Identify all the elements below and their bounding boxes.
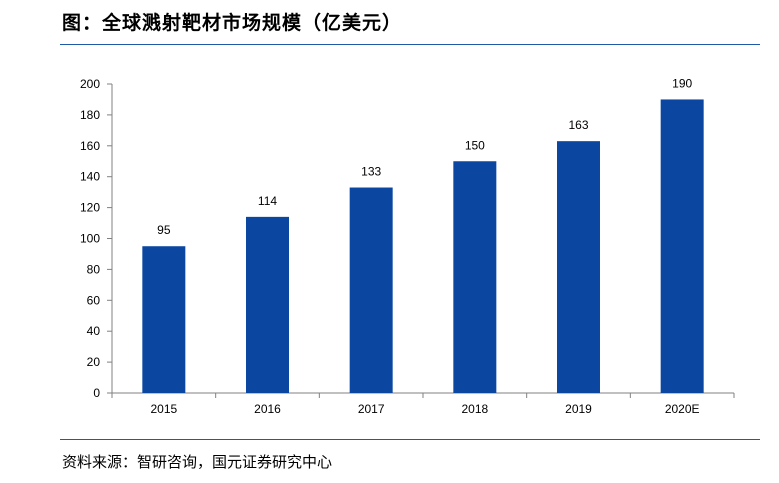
figure-title: 图：全球溅射靶材市场规模（亿美元） bbox=[62, 12, 403, 34]
y-tick-label: 20 bbox=[87, 355, 101, 369]
x-tick-label: 2016 bbox=[254, 402, 281, 416]
y-tick-label: 140 bbox=[80, 170, 100, 184]
y-tick-label: 180 bbox=[80, 108, 100, 122]
data-label: 95 bbox=[157, 223, 171, 237]
y-tick-label: 60 bbox=[87, 293, 101, 307]
data-label: 150 bbox=[465, 138, 485, 152]
x-tick-label: 2019 bbox=[565, 402, 592, 416]
x-tick-label: 2015 bbox=[150, 402, 177, 416]
data-label: 163 bbox=[568, 118, 588, 132]
bar-2018 bbox=[453, 161, 497, 393]
bar-2015 bbox=[142, 246, 186, 393]
x-axis: 2015 2016 2017 2018 2019 2020E bbox=[111, 392, 735, 416]
bar-2017 bbox=[349, 187, 393, 393]
x-tick-label: 2018 bbox=[461, 402, 488, 416]
data-label: 190 bbox=[672, 76, 692, 90]
y-tick-label: 80 bbox=[87, 262, 101, 276]
bottom-rule bbox=[60, 439, 760, 440]
bar-series bbox=[142, 99, 704, 393]
data-labels: 95 114 133 150 163 190 bbox=[157, 76, 692, 237]
y-tick-label: 100 bbox=[80, 232, 100, 246]
bar-2019 bbox=[557, 141, 600, 393]
y-tick-label: 40 bbox=[87, 324, 101, 338]
y-axis: 0 20 40 60 80 100 120 140 160 180 200 bbox=[80, 77, 113, 400]
y-tick-label: 200 bbox=[80, 77, 100, 91]
x-tick-label: 2017 bbox=[358, 402, 385, 416]
data-label: 114 bbox=[258, 194, 277, 208]
y-tick-label: 160 bbox=[80, 139, 100, 153]
top-rule bbox=[60, 44, 760, 45]
x-tick-label: 2020E bbox=[665, 402, 700, 416]
source-note: 资料来源：智研咨询，国元证券研究中心 bbox=[62, 453, 333, 471]
y-tick-label: 120 bbox=[80, 201, 100, 215]
y-tick-label: 0 bbox=[93, 386, 100, 400]
bar-2020E bbox=[660, 99, 704, 393]
data-label: 133 bbox=[361, 165, 381, 179]
bar-2016 bbox=[246, 216, 289, 393]
